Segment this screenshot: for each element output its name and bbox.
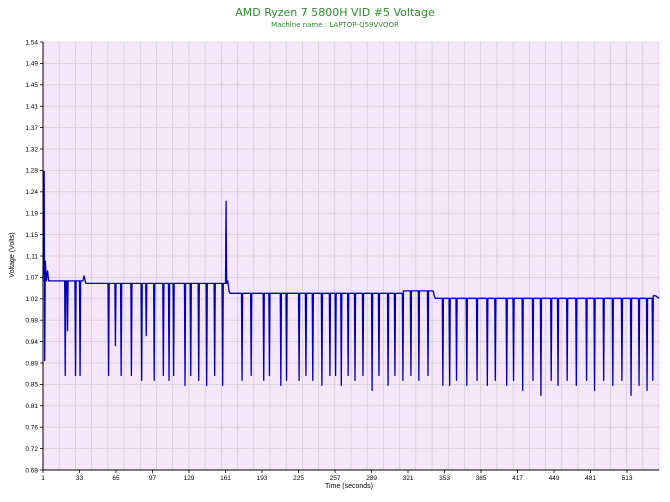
x-tick-labels: 1 33 65 97 129 161 193 225 257 289 321 353 385 417 449… [41, 470, 633, 482]
x-tick-label: 1 [41, 475, 45, 482]
grid-lines [42, 41, 660, 471]
y-tick-labels: 0.68 0.72 0.76 0.81 0.85 0.89 0.94 0.98 1.02 1.07… [25, 39, 43, 474]
y-tick-label: 1.54 [25, 39, 38, 46]
x-tick-label: 129 [184, 475, 195, 482]
y-tick-label: 1.07 [25, 275, 38, 282]
x-tick-label: 65 [112, 475, 120, 482]
x-tick-label: 257 [330, 475, 341, 482]
y-tick-label: 0.76 [25, 425, 38, 432]
series-group [42, 170, 660, 397]
y-tick-label: 1.19 [25, 211, 38, 218]
x-axis-label: Time (seconds) [325, 483, 373, 490]
y-tick-label: 0.72 [25, 446, 38, 453]
chart-title: AMD Ryzen 7 5800H VID #5 Voltage [235, 6, 435, 19]
x-tick-label: 33 [76, 475, 84, 482]
y-tick-label: 1.11 [26, 253, 39, 260]
x-tick-label: 225 [293, 475, 304, 482]
chart-subtitle: Machine name : LAPTOP-Q59VVOOR [271, 21, 399, 29]
y-tick-label: 0.94 [25, 339, 38, 346]
y-tick-label: 1.02 [25, 296, 38, 303]
y-tick-label: 0.98 [25, 318, 38, 325]
y-tick-label: 1.28 [25, 168, 38, 175]
x-tick-label: 161 [220, 475, 231, 482]
x-tick-label: 97 [149, 475, 157, 482]
y-tick-label: 1.37 [25, 125, 38, 132]
x-tick-label: 513 [622, 475, 633, 482]
y-tick-label: 1.41 [25, 104, 38, 111]
x-tick-label: 289 [366, 475, 377, 482]
y-axis-label: Voltage (Volts) [9, 232, 16, 277]
x-tick-label: 321 [403, 475, 414, 482]
y-tick-label: 1.24 [25, 189, 38, 196]
y-tick-label: 0.81 [25, 403, 38, 410]
y-tick-label: 0.89 [25, 360, 38, 367]
y-tick-label: 1.45 [25, 82, 38, 89]
y-tick-label: 0.85 [25, 382, 38, 389]
y-tick-label: 1.49 [25, 61, 38, 68]
x-tick-label: 417 [512, 475, 523, 482]
x-tick-label: 385 [476, 475, 487, 482]
x-tick-label: 481 [585, 475, 596, 482]
x-tick-label: 193 [257, 475, 268, 482]
y-tick-label: 0.68 [25, 467, 38, 474]
y-tick-label: 1.15 [25, 232, 38, 239]
x-tick-label: 449 [549, 475, 560, 482]
y-tick-label: 1.32 [25, 146, 38, 153]
series-line [42, 170, 660, 397]
x-tick-label: 353 [439, 475, 450, 482]
